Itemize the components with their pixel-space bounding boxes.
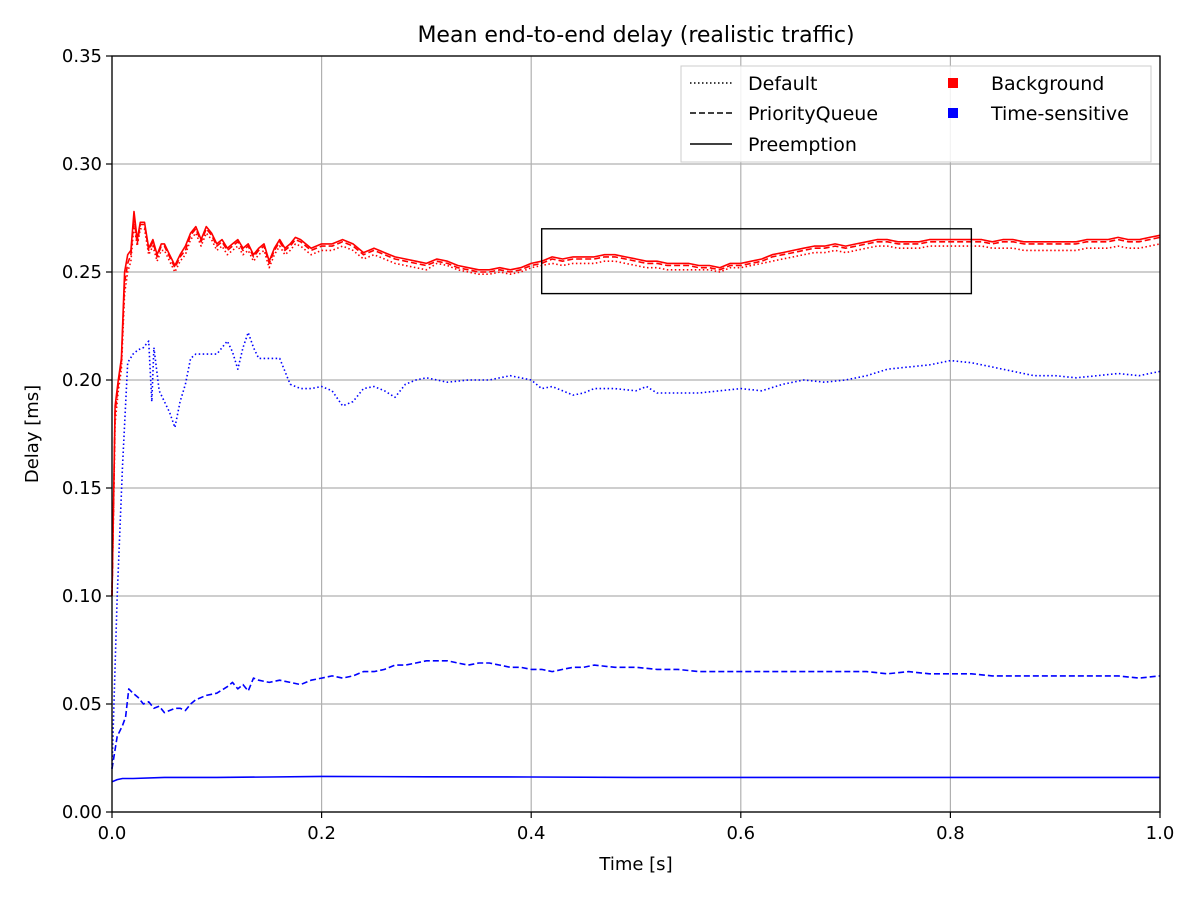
- y-tick-label: 0.00: [62, 802, 102, 823]
- series-line-time-sensitive-priorityqueue: [111, 659, 1161, 769]
- x-axis-label: Time [s]: [598, 854, 672, 875]
- y-tick-label: 0.20: [62, 370, 102, 391]
- chart-title: Mean end-to-end delay (realistic traffic…: [417, 23, 854, 48]
- y-axis-label: Delay [ms]: [22, 385, 43, 483]
- y-tick-label: 0.05: [62, 694, 102, 715]
- legend-label-default: Default: [748, 73, 817, 95]
- x-tick-label: 1.0: [1146, 823, 1175, 844]
- legend-entries: Default PriorityQueue Preemption Background…: [690, 73, 1129, 156]
- zoom-annotation-box: [540, 228, 973, 295]
- plot-frame: [111, 55, 1161, 813]
- series-group: [111, 210, 1161, 783]
- y-tick-label: 0.25: [62, 262, 102, 283]
- legend-swatch-time-sensitive: [948, 108, 958, 118]
- y-tick-label: 0.35: [62, 46, 102, 67]
- annotation-group: [540, 228, 973, 295]
- legend-label-priorityqueue: PriorityQueue: [748, 103, 878, 125]
- x-tick-label: 0.2: [307, 823, 336, 844]
- legend-swatch-background: [948, 78, 958, 88]
- x-tick-label: 0.8: [936, 823, 965, 844]
- series-line-background-preemption: [111, 210, 1161, 597]
- series-line-time-sensitive-default: [111, 331, 1161, 769]
- x-tick-label: 0.0: [98, 823, 127, 844]
- axis-ticks: 0.0 0.2 0.4 0.6 0.8 1.0 0.00 0.05 0.10 0.15 0.20 0.…: [62, 46, 1174, 844]
- x-tick-label: 0.4: [517, 823, 546, 844]
- y-tick-label: 0.10: [62, 586, 102, 607]
- legend-label-preemption: Preemption: [748, 134, 857, 156]
- legend: Default PriorityQueue Preemption Background…: [680, 65, 1152, 163]
- series-line-time-sensitive-preemption: [111, 775, 1160, 783]
- y-tick-label: 0.15: [62, 478, 102, 499]
- legend-box: [680, 65, 1152, 163]
- x-tick-label: 0.6: [726, 823, 755, 844]
- legend-label-time-sensitive: Time-sensitive: [990, 103, 1129, 125]
- y-tick-label: 0.30: [62, 154, 102, 175]
- legend-label-background: Background: [991, 73, 1104, 95]
- series-line-background-priorityqueue: [111, 217, 1161, 597]
